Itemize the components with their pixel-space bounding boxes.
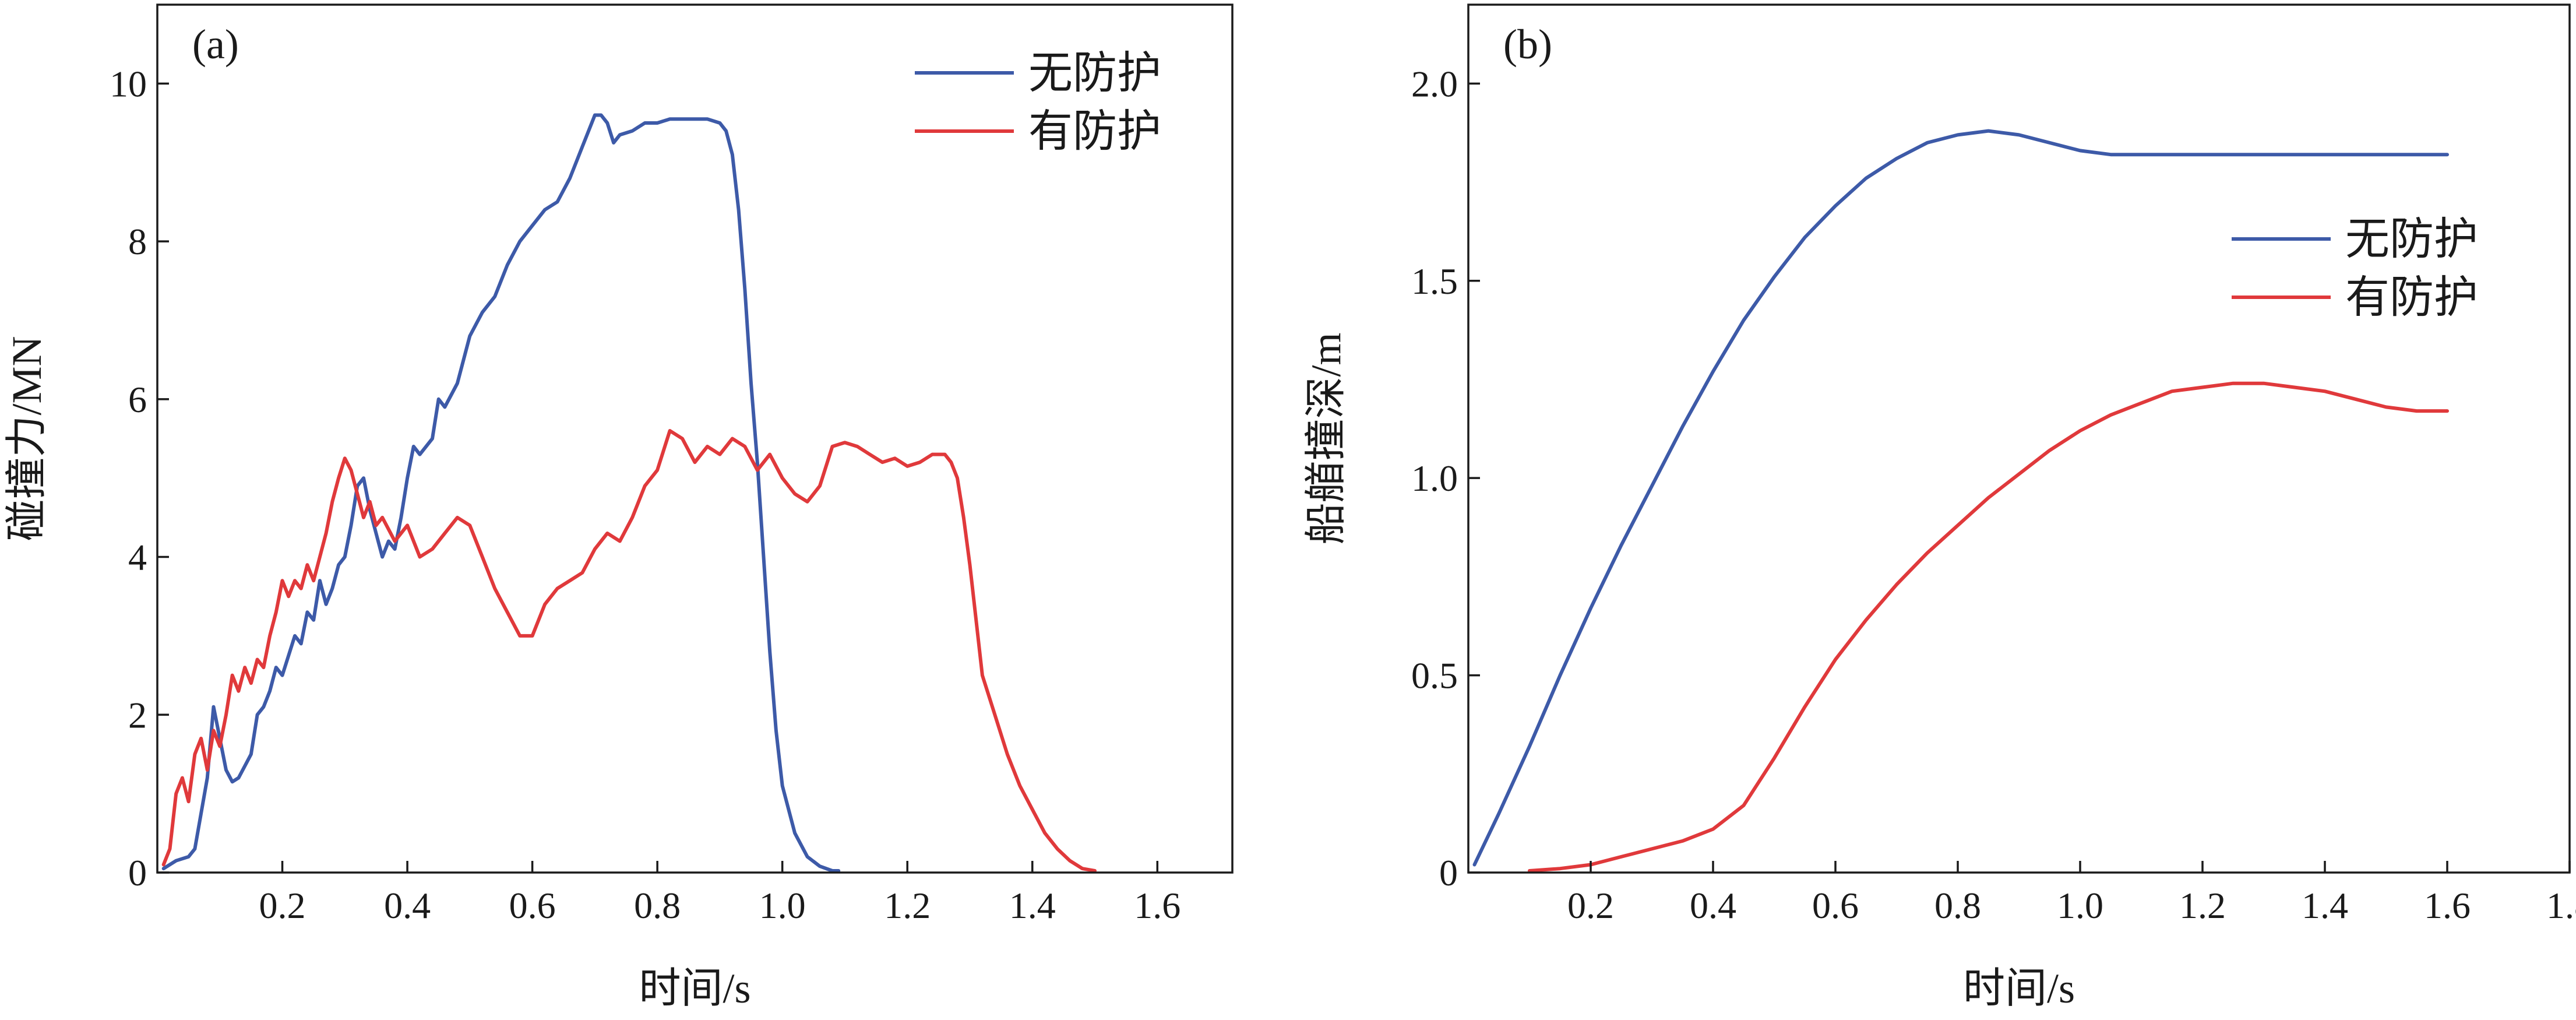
panel-a-x-tick-label: 0.8 — [634, 885, 681, 926]
panel-b-x-axis-label: 时间/s — [1963, 965, 2075, 1012]
panel-b-plot-frame — [1467, 3, 2571, 874]
panel-b-y-tick-label: 1.0 — [1411, 458, 1458, 499]
panel-b-x-tick-label: 0.6 — [1812, 885, 1859, 926]
panel-a-plot-frame — [156, 3, 1234, 874]
panel-a-x-tick-label: 0.4 — [384, 885, 431, 926]
panel-a-force-chart: 0.2 0.4 0.6 0.8 1.0 1.2 1.4 1.6 0 2 4 6 8 10 (a) 时间/s 碰撞… — [3, 3, 1234, 1012]
panel-b-x-tick-label: 1.2 — [2179, 885, 2226, 926]
panel-b-label: (b) — [1503, 21, 1552, 68]
panel-a-y-axis-label: 碰撞力/MN — [3, 336, 50, 541]
panel-a-y-tick-label: 0 — [128, 852, 147, 894]
panel-b-legend-label-protected: 有防护 — [2345, 271, 2478, 323]
panel-a-y-tick-label: 4 — [128, 537, 147, 578]
panel-a-x-tick-label: 1.0 — [759, 885, 806, 926]
panel-a-x-tick-label: 0.2 — [259, 885, 306, 926]
panel-b-y-tick-label: 2.0 — [1411, 63, 1458, 104]
panel-a-y-tick-label: 6 — [128, 379, 147, 420]
panel-a-x-tick-label: 0.6 — [509, 885, 556, 926]
panel-a-x-tick-label: 1.6 — [1134, 885, 1180, 926]
panel-b-y-tick-label: 1.5 — [1411, 261, 1458, 302]
panel-b-series-protected-line — [1528, 381, 2449, 873]
panel-b-x-tick-label: 1.4 — [2302, 885, 2348, 926]
panel-b-penetration-chart: 0.2 0.4 0.6 0.8 1.0 1.2 1.4 1.6 1.8 0 0.5 1.0 1.5 2.0… — [1303, 3, 2576, 1012]
panel-a-x-tick-label: 1.2 — [884, 885, 931, 926]
panel-a-y-tick-label: 10 — [110, 63, 147, 104]
panel-b-x-tick-label: 0.4 — [1690, 885, 1736, 926]
panel-b-x-tick-label: 0.8 — [1934, 885, 1981, 926]
panel-a-label: (a) — [192, 21, 239, 68]
panel-a-legend-label-unprotected: 无防护 — [1028, 47, 1161, 99]
panel-b-x-tick-label: 1.6 — [2424, 885, 2471, 926]
panel-b-x-tick-label: 1.8 — [2546, 885, 2576, 926]
panel-b-legend-label-unprotected: 无防护 — [2345, 213, 2478, 265]
panel-a-x-tick-label: 1.4 — [1009, 885, 1056, 926]
panel-a-y-tick-label: 2 — [128, 694, 147, 736]
panel-b-y-axis-label: 船艏撞深/m — [1303, 332, 1349, 544]
panel-a-series-protected-line — [161, 429, 1097, 873]
panel-b-x-tick-label: 0.2 — [1567, 885, 1614, 926]
panel-a-legend-label-protected: 有防护 — [1028, 105, 1161, 157]
panel-a-y-tick-label: 8 — [128, 221, 147, 262]
panel-b-x-tick-label: 1.0 — [2057, 885, 2103, 926]
panel-a-series-unprotected-line — [161, 113, 841, 873]
panel-a-x-axis-label: 时间/s — [639, 965, 750, 1012]
panel-b-series-unprotected-line — [1472, 129, 2449, 867]
panel-b-y-tick-label: 0.5 — [1411, 655, 1458, 697]
panel-b-y-tick-label: 0 — [1439, 852, 1458, 894]
